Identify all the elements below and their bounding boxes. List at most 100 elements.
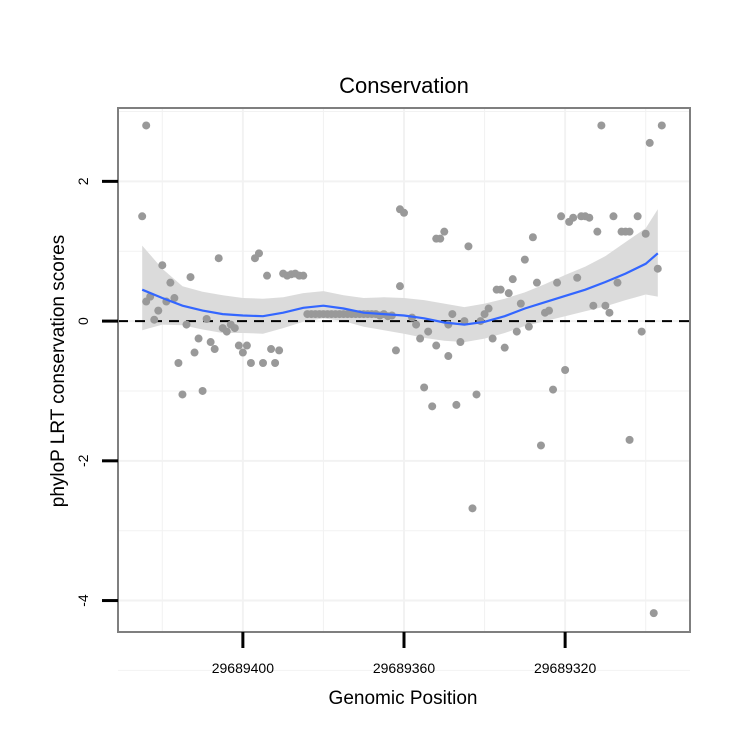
data-point — [625, 435, 634, 444]
data-point — [468, 504, 477, 513]
data-point — [585, 213, 594, 222]
data-point — [573, 273, 582, 282]
data-point — [448, 310, 457, 319]
data-point — [271, 359, 280, 368]
y-tick-label: 0 — [75, 317, 91, 325]
x-axis-label: Genomic Position — [329, 688, 478, 709]
data-point — [194, 334, 203, 343]
data-point — [605, 308, 614, 317]
data-point — [649, 609, 658, 618]
smooth-line — [141, 252, 659, 326]
y-tick-label: -4 — [75, 594, 91, 607]
y-tick-label: 2 — [75, 177, 91, 185]
data-point — [174, 359, 183, 368]
data-point — [142, 121, 151, 130]
data-point — [230, 324, 239, 333]
data-point — [275, 346, 284, 355]
data-point — [259, 359, 268, 368]
data-point — [528, 233, 537, 242]
data-point — [516, 299, 525, 308]
data-point — [166, 278, 175, 287]
data-point — [395, 282, 404, 291]
data-point — [198, 386, 207, 395]
x-tick-label: 29689360 — [373, 660, 436, 676]
x-axis: 29689400 29689360 29689320 — [212, 632, 597, 676]
data-point — [545, 306, 554, 315]
data-point — [633, 212, 642, 221]
data-point — [138, 212, 147, 221]
y-axis: -4 -2 0 2 — [75, 177, 118, 607]
x-tick-label: 29689320 — [534, 660, 597, 676]
data-point — [504, 289, 513, 298]
data-point — [234, 341, 243, 350]
data-point — [553, 278, 562, 287]
data-point — [653, 264, 662, 273]
data-point — [500, 343, 509, 352]
data-point — [549, 385, 558, 394]
data-point — [456, 338, 465, 347]
data-point — [484, 304, 493, 313]
data-point — [569, 213, 578, 222]
data-point — [613, 278, 622, 287]
data-point — [178, 390, 187, 399]
data-point — [472, 390, 481, 399]
y-axis-label: phyloP LRT conservation scores — [48, 235, 69, 508]
data-point — [202, 314, 211, 323]
data-point — [222, 327, 231, 336]
x-tick-label: 29689400 — [212, 660, 275, 676]
data-point — [532, 278, 541, 287]
data-point — [391, 346, 400, 355]
data-point — [150, 315, 159, 324]
data-point — [452, 400, 461, 409]
data-point — [464, 242, 473, 251]
data-point — [210, 345, 219, 354]
data-point — [524, 322, 533, 331]
data-point — [420, 383, 429, 392]
data-point — [400, 208, 408, 217]
data-point — [520, 255, 529, 264]
data-point — [246, 359, 255, 368]
data-point — [190, 348, 199, 357]
data-point — [299, 271, 308, 280]
data-point — [412, 320, 421, 329]
data-point — [609, 212, 618, 221]
data-point — [512, 327, 521, 336]
data-point — [557, 212, 566, 221]
data-point — [645, 138, 654, 147]
data-point — [593, 227, 602, 236]
data-point — [242, 341, 251, 350]
data-point — [416, 334, 425, 343]
data-point — [263, 271, 272, 280]
data-point — [460, 317, 469, 326]
data-points — [138, 121, 666, 618]
data-point — [597, 121, 606, 130]
data-point — [436, 234, 445, 243]
chart-title: Conservation — [339, 73, 469, 98]
data-point — [206, 338, 215, 347]
data-point — [601, 301, 610, 310]
data-point — [186, 273, 195, 282]
data-point — [561, 366, 570, 374]
data-point — [428, 402, 437, 411]
data-point — [154, 306, 163, 315]
data-point — [444, 352, 453, 361]
data-point — [267, 345, 276, 354]
data-point — [182, 320, 191, 329]
data-point — [254, 249, 263, 258]
data-point — [496, 285, 505, 294]
data-point — [480, 310, 489, 319]
data-point — [158, 261, 167, 270]
data-point — [214, 254, 223, 263]
data-point — [536, 441, 545, 450]
y-tick-label: -2 — [75, 454, 91, 467]
data-point — [488, 334, 497, 343]
data-point — [432, 341, 441, 350]
data-point — [440, 227, 449, 236]
data-point — [508, 275, 517, 284]
data-point — [657, 121, 666, 130]
data-point — [641, 229, 650, 238]
data-point — [637, 327, 646, 336]
data-point — [238, 348, 247, 357]
data-point — [424, 327, 433, 336]
